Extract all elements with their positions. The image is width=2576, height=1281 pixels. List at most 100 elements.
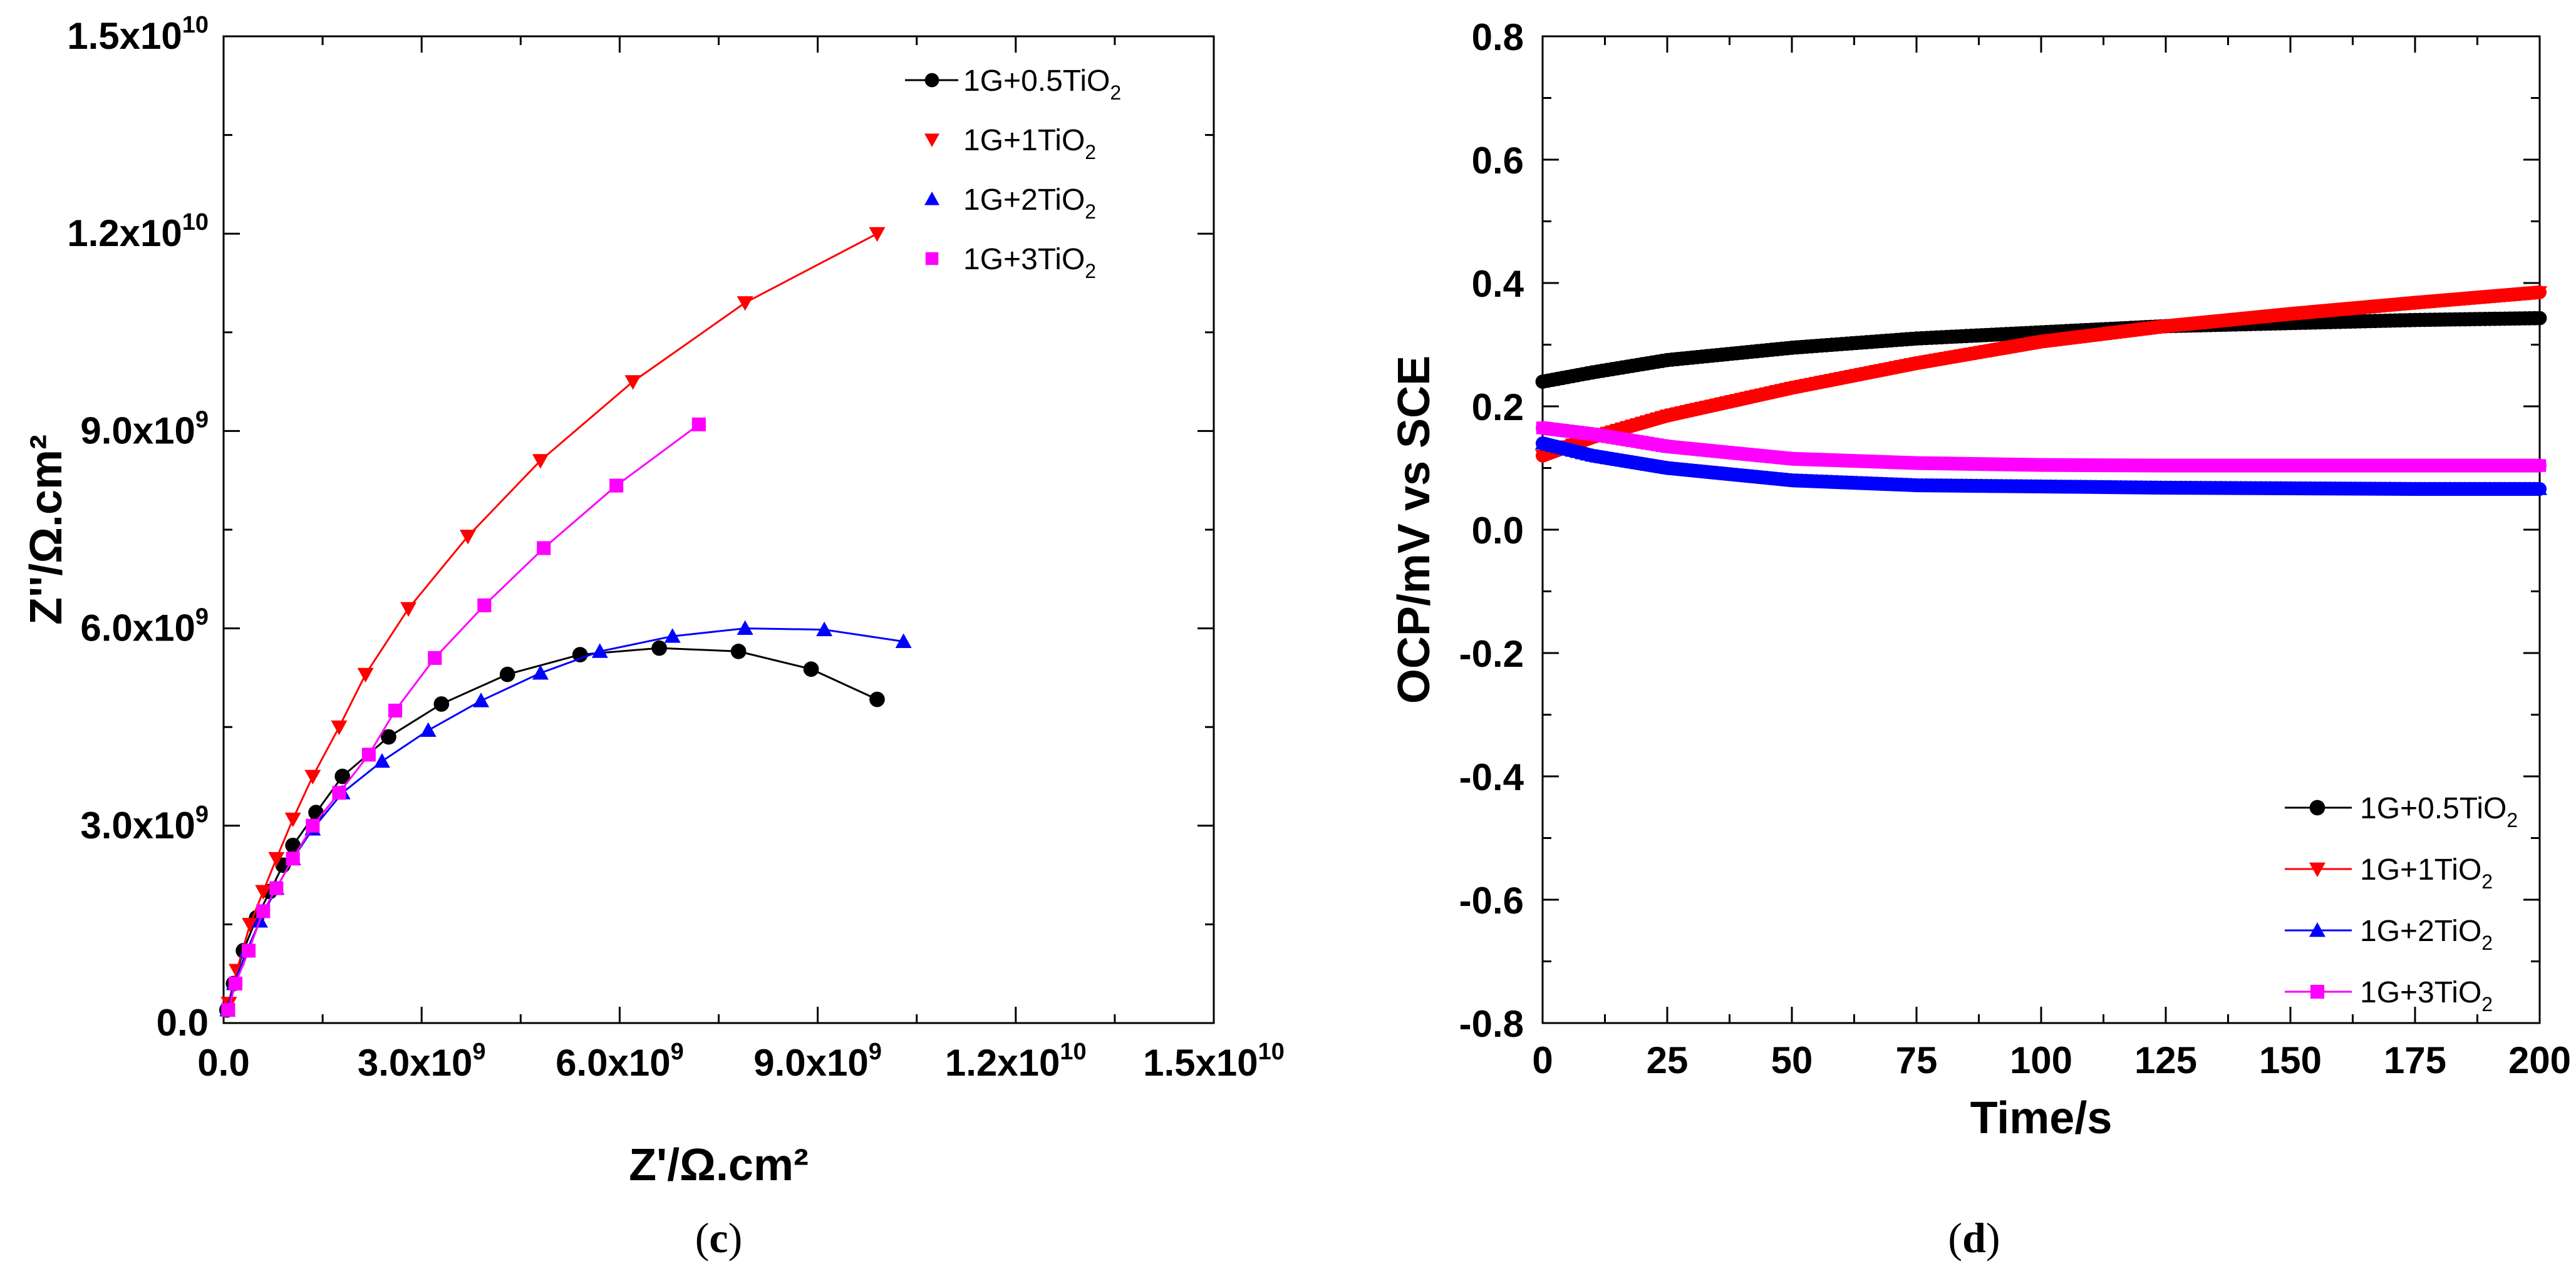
x-tick-mantissa: 0.0	[197, 1042, 249, 1084]
x-tick-text: 25	[1647, 1039, 1689, 1081]
legend-label-subscript: 2	[2481, 993, 2493, 1016]
data-point	[268, 851, 285, 867]
x-tick-mantissa: 1.5x10	[1143, 1042, 1258, 1084]
x-tick-label: 1.5x1010	[1143, 1039, 1285, 1084]
legend-label-subscript: 2	[1085, 141, 1096, 163]
y-tick-exponent: 9	[195, 406, 209, 433]
data-point	[803, 661, 819, 677]
y-tick-label: 0.0	[1472, 510, 1524, 552]
x-tick-label: 3.0x109	[358, 1039, 486, 1084]
legend-label: 1G+0.5TiO2	[963, 64, 1121, 104]
data-point	[737, 296, 753, 311]
data-point	[285, 837, 301, 853]
x-tick-mantissa: 1.2x10	[945, 1042, 1060, 1084]
legend-label-main: 1G+2TiO	[963, 183, 1085, 217]
data-point	[473, 692, 490, 707]
x-tick-text: 150	[2259, 1039, 2322, 1081]
data-point	[420, 722, 437, 737]
y-tick-text: -0.2	[1459, 633, 1524, 675]
x-tick-label: 6.0x109	[556, 1039, 684, 1084]
legend-label-subscript: 2	[2481, 870, 2493, 893]
data-point	[256, 904, 271, 918]
y-tick-label: 1.5x1010	[67, 12, 209, 57]
data-point	[532, 665, 549, 680]
series-1	[220, 227, 886, 1012]
x-tick-label: 200	[2508, 1039, 2571, 1081]
data-point	[306, 818, 320, 833]
data-point	[304, 769, 321, 785]
x-tick-text: 50	[1771, 1039, 1813, 1081]
x-tick-text: 100	[2010, 1039, 2072, 1081]
x-tick-exponent: 9	[869, 1039, 882, 1065]
data-point	[221, 1002, 235, 1017]
data-point	[331, 720, 348, 736]
y-axis-label: OCP/mV vs SCE	[1389, 356, 1439, 704]
x-tick-mantissa: 9.0x10	[753, 1042, 869, 1084]
x-tick-label: 125	[2134, 1039, 2197, 1081]
data-point	[255, 885, 272, 900]
series-line	[227, 423, 700, 1011]
legend-label-main: 1G+1TiO	[2360, 853, 2481, 887]
series-3	[1536, 421, 2547, 473]
legend-marker	[2309, 922, 2325, 937]
data-point	[572, 647, 588, 662]
series-2	[1535, 436, 2547, 496]
x-tick-exponent: 9	[472, 1039, 485, 1065]
y-tick-exponent: 9	[195, 604, 209, 630]
x-tick-exponent: 10	[1060, 1039, 1086, 1065]
y-tick-mantissa: 9.0x10	[80, 409, 195, 451]
y-axis-label-text: Z''/Ω.cm²	[21, 435, 71, 625]
y-tick-label: 9.0x109	[80, 406, 209, 451]
y-axis-label-text: OCP/mV vs SCE	[1389, 356, 1439, 704]
data-point	[228, 976, 243, 991]
series-line	[226, 627, 904, 1011]
legend-label-subscript: 2	[1110, 81, 1121, 104]
panel-caption-d: (d)	[1948, 1214, 2000, 1262]
y-tick-label: 0.8	[1472, 16, 1524, 58]
legend-label-subscript: 2	[2506, 809, 2518, 831]
panel-caption-letter: c	[709, 1214, 728, 1262]
y-tick-mantissa: 1.5x10	[67, 15, 182, 57]
panel-caption-suffix: )	[728, 1214, 743, 1262]
panel-caption-letter: d	[1962, 1214, 1986, 1262]
y-tick-exponent: 9	[195, 801, 209, 828]
x-axis-label: Time/s	[1970, 1093, 2113, 1143]
x-tick-exponent: 9	[671, 1039, 684, 1065]
x-tick-text: 75	[1896, 1039, 1938, 1081]
data-point	[869, 691, 885, 707]
x-tick-exponent: 10	[1258, 1039, 1285, 1065]
y-tick-label: 1.2x1010	[67, 209, 209, 254]
y-tick-label: 6.0x109	[80, 604, 209, 649]
legend-label-main: 1G+0.5TiO	[2360, 792, 2506, 825]
series-line	[225, 647, 878, 1011]
data-point	[284, 812, 301, 828]
legend-label-main: 1G+1TiO	[963, 124, 1085, 157]
y-tick-label: 0.4	[1472, 263, 1524, 305]
data-point	[477, 598, 492, 612]
data-point	[730, 644, 747, 659]
data-point	[869, 227, 886, 242]
data-point	[400, 602, 417, 617]
data-point	[895, 633, 912, 649]
legend-marker	[924, 192, 939, 205]
x-tick-label: 50	[1771, 1039, 1813, 1081]
y-tick-text: -0.6	[1459, 880, 1524, 922]
data-point	[361, 748, 376, 762]
legend-label-subscript: 2	[2481, 932, 2493, 954]
x-tick-label: 1.2x1010	[945, 1039, 1087, 1084]
x-tick-label: 25	[1647, 1039, 1689, 1081]
data-point	[532, 454, 549, 469]
legend-label-subscript: 2	[1085, 260, 1096, 282]
legend-label-main: 1G+0.5TiO	[963, 64, 1110, 98]
legend-label: 1G+3TiO2	[963, 243, 1096, 282]
legend-marker	[925, 252, 939, 265]
series-0	[1535, 311, 2547, 389]
legend-marker	[2310, 984, 2325, 999]
y-tick-exponent: 10	[182, 12, 209, 38]
data-point	[816, 621, 833, 637]
impedance-chart-panel-c: 0.0 3.0x109 6.0x109 9.0x109 1.2x1010 1.5x1010…	[21, 12, 1285, 1262]
data-point	[459, 530, 476, 545]
x-tick-label: 9.0x109	[753, 1039, 882, 1084]
